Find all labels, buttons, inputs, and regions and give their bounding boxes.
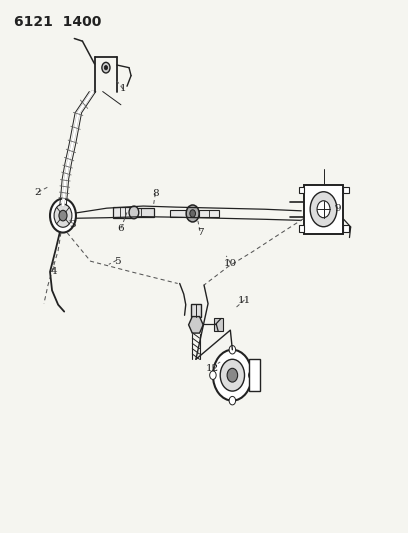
Text: 6: 6 <box>118 224 124 233</box>
Circle shape <box>186 205 199 222</box>
Text: 5: 5 <box>113 257 120 265</box>
Text: 6121  1400: 6121 1400 <box>13 14 101 29</box>
Text: 8: 8 <box>152 189 159 198</box>
Text: 3: 3 <box>69 220 75 229</box>
Bar <box>299 225 304 231</box>
Text: 4: 4 <box>51 268 58 276</box>
Bar <box>299 187 304 193</box>
Bar <box>171 210 187 217</box>
Circle shape <box>317 201 330 217</box>
Bar <box>248 359 260 391</box>
Circle shape <box>310 192 337 227</box>
Bar <box>344 225 349 231</box>
Circle shape <box>104 66 108 70</box>
Circle shape <box>54 204 72 227</box>
Circle shape <box>229 397 235 405</box>
Circle shape <box>210 371 216 379</box>
Circle shape <box>50 199 76 232</box>
Bar <box>191 304 201 317</box>
Circle shape <box>102 62 110 73</box>
Text: 1: 1 <box>120 84 126 93</box>
Text: 11: 11 <box>238 296 251 305</box>
Bar <box>113 207 132 217</box>
Circle shape <box>220 359 244 391</box>
Bar <box>304 185 344 233</box>
Text: 2: 2 <box>35 188 41 197</box>
Text: 9: 9 <box>335 204 341 213</box>
Text: 7: 7 <box>197 228 203 237</box>
Text: 12: 12 <box>206 364 219 373</box>
Circle shape <box>190 210 195 217</box>
Text: 10: 10 <box>224 260 237 268</box>
Circle shape <box>59 211 67 221</box>
Circle shape <box>213 350 252 401</box>
Bar <box>344 187 349 193</box>
Circle shape <box>248 371 255 379</box>
Circle shape <box>129 206 139 219</box>
Circle shape <box>227 368 237 382</box>
Bar <box>199 210 219 217</box>
Bar <box>214 318 223 331</box>
Circle shape <box>229 345 235 354</box>
Bar <box>133 208 154 216</box>
